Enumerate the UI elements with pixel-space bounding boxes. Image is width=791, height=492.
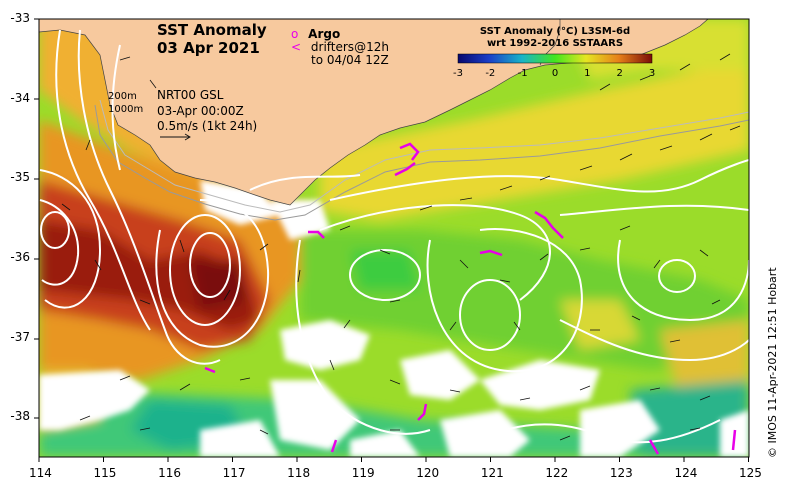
y-tick-label: -33	[10, 11, 30, 25]
x-tick-label: 119	[351, 466, 375, 480]
axis-ticks	[34, 18, 749, 462]
legend-argo: o Argo	[291, 27, 340, 42]
map-title: SST Anomaly 03 Apr 2021	[157, 21, 267, 57]
colorbar-tick-label: 2	[616, 68, 623, 79]
argo-symbol: o	[291, 27, 299, 41]
credit-text: © IMOS 11-Apr-2021 12:51 Hobart	[766, 267, 779, 458]
colorbar-title-1: SST Anomaly (°C) L3SM-6d	[479, 26, 631, 37]
colorbar-tick-label: -1	[517, 68, 528, 79]
info-block: NRT00 GSL 03-Apr 00:00Z 0.5m/s (1kt 24h)	[157, 88, 257, 135]
isobath-label-200m: 200m	[108, 91, 137, 102]
x-tick-label: 121	[480, 466, 504, 480]
isobath-1000m	[94, 104, 749, 221]
x-tick-label: 123	[609, 466, 633, 480]
isobath-200m	[99, 99, 749, 213]
colorbar-title-2: wrt 1992-2016 SSTAARS	[486, 38, 624, 49]
colorbar-tick-label: 3	[648, 68, 656, 79]
drifter-label-2: to 04/04 12Z	[311, 53, 389, 67]
legend-drifters: < drifters@12h	[291, 40, 389, 55]
y-tick-label: -37	[10, 329, 30, 344]
drifter-symbol: <	[291, 40, 302, 54]
map-frame	[38, 18, 750, 458]
x-tick-label: 117	[222, 466, 246, 480]
x-tick-label: 115	[93, 466, 117, 480]
colorbar-tick-label: 0	[551, 68, 559, 79]
drifter-tracks	[204, 142, 737, 455]
colorbar-title: SST Anomaly (°C) L3SM-6d wrt 1992-2016 S…	[455, 26, 655, 50]
info-line-2: 03-Apr 00:00Z	[157, 103, 244, 118]
info-line-1: NRT00 GSL	[157, 88, 224, 102]
colorbar-tick-label: 1	[584, 68, 591, 79]
velocity-arrows	[61, 53, 741, 441]
x-tick-label: 118	[287, 466, 311, 480]
y-tick-label: -35	[10, 170, 30, 185]
colorbar-tick-label: -3	[453, 68, 463, 79]
argo-label: Argo	[308, 27, 341, 41]
x-tick-label: 116	[158, 466, 181, 480]
x-tick-label: 120	[416, 466, 440, 480]
y-tick-label: -34	[10, 90, 30, 105]
y-tick-label: -38	[10, 409, 30, 424]
title-line-2: 03 Apr 2021	[157, 39, 260, 57]
no-data-patches	[39, 180, 749, 457]
ssh-contours	[39, 29, 749, 444]
x-tick-label: 122	[545, 466, 569, 480]
x-tick-label: 125	[739, 466, 762, 480]
isobath-label-1000m: 1000m	[108, 104, 144, 115]
colorbar-tick-label: -2	[485, 68, 496, 79]
x-tick-label: 114	[29, 466, 52, 480]
colorbar	[457, 53, 653, 64]
drifter-label-1: drifters@12h	[310, 40, 389, 54]
title-line-1: SST Anomaly	[157, 21, 267, 39]
x-tick-label: 124	[674, 466, 698, 480]
info-line-3: 0.5m/s (1kt 24h)	[157, 119, 258, 133]
y-tick-label: -36	[10, 249, 30, 264]
